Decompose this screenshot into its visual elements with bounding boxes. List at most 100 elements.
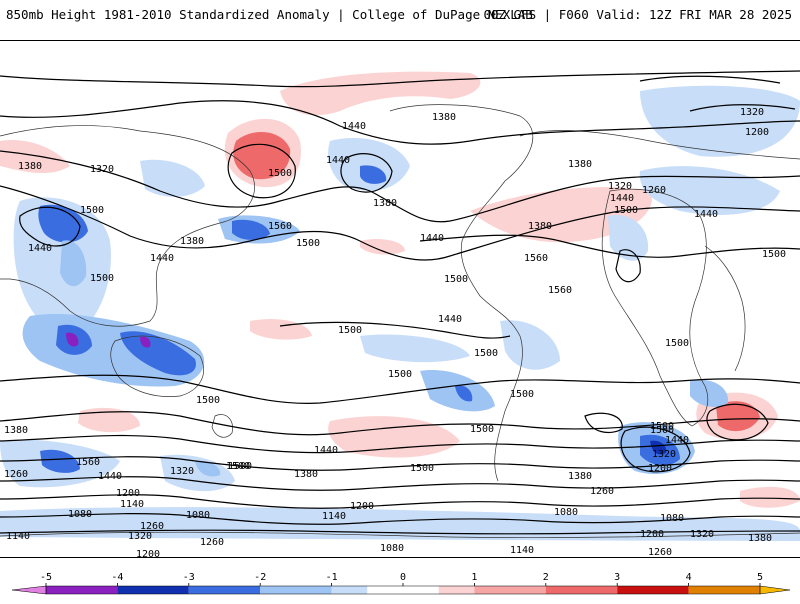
contour-label: 1080 xyxy=(554,507,578,518)
colorbar-segment xyxy=(117,586,189,594)
contour-label: 1560 xyxy=(548,285,572,296)
colorbar-segment xyxy=(46,586,118,594)
colorbar-tick-label: 4 xyxy=(686,572,692,583)
contour-1200-south xyxy=(0,494,800,509)
anomaly-negative-mediterranean xyxy=(608,215,649,261)
anomaly-negative-south-asia xyxy=(60,240,87,287)
colorbar-tick-label: -4 xyxy=(111,572,123,583)
contour-label: 1320 xyxy=(90,164,114,175)
coastline-new-zealand xyxy=(211,414,233,438)
contour-label: 1080 xyxy=(68,509,92,520)
contour-label: 1260 xyxy=(642,185,666,196)
contour-label: 1500 xyxy=(226,461,250,472)
contour-1080-south xyxy=(0,529,800,535)
contour-label: 1320 xyxy=(170,466,194,477)
contour-label: 1500 xyxy=(410,463,434,474)
contour-label: 1500 xyxy=(510,389,534,400)
contour-label: 1260 xyxy=(4,469,28,480)
contour-label: 1500 xyxy=(665,338,689,349)
contour-label: 1500 xyxy=(650,421,674,432)
contour-label: 1200 xyxy=(648,463,672,474)
anomaly-extreme-negative-indian-ocean xyxy=(66,332,79,347)
anomaly-strong-negative-australia xyxy=(120,331,196,376)
coastline-india-east xyxy=(704,245,746,372)
anomaly-map: 1380 1440 1320 1200 1380 1320 1500 1440 … xyxy=(0,41,800,557)
contour-label: 1380 xyxy=(18,161,42,172)
colorbar-segment xyxy=(545,586,618,594)
contour-label: 1140 xyxy=(510,545,534,556)
contour-1500-tropics xyxy=(279,321,511,339)
contour-label: 1260 xyxy=(140,521,164,532)
contour-1260-south xyxy=(0,476,800,491)
contour-1500-alaska-high xyxy=(227,143,296,199)
contour-label: 1320 xyxy=(690,529,714,540)
contour-label: 1140 xyxy=(6,531,30,542)
map-panel: 1380 1440 1320 1200 1380 1320 1500 1440 … xyxy=(0,40,800,558)
contour-label: 1380 xyxy=(373,198,397,209)
coastline-north-atlantic xyxy=(519,130,800,160)
contour-label: 1440 xyxy=(314,445,338,456)
model-valid-time: 00Z GFS | F060 Valid: 12Z FRI MAR 28 202… xyxy=(483,7,792,22)
colorbar-tick-label: -2 xyxy=(254,572,266,583)
contour-label: 1380 xyxy=(4,425,28,436)
coastline-antarctica xyxy=(0,531,800,538)
contour-label: 1380 xyxy=(568,159,592,170)
colorbar-ticks: -5 -4 -3 -2 -1 0 1 2 3 4 5 xyxy=(40,572,763,586)
contour-label: 1320 xyxy=(740,107,764,118)
contour-closed-mediterranean xyxy=(615,249,641,283)
contour-label: 1500 xyxy=(268,168,292,179)
contour-label: 1320 xyxy=(652,449,676,460)
contour-label: 1380 xyxy=(180,236,204,247)
colorbar-tick-label: -3 xyxy=(183,572,195,583)
anomaly-positive-south-pacific xyxy=(328,416,460,458)
contour-1320-1380-north xyxy=(0,100,800,145)
contour-label: 1380 xyxy=(294,469,318,480)
contour-label: 1140 xyxy=(322,511,346,522)
anomaly-positive-east-pacific xyxy=(360,239,405,255)
contour-label: 1500 xyxy=(474,348,498,359)
contour-label: 1500 xyxy=(296,238,320,249)
anomaly-negative-south-america xyxy=(500,320,560,370)
colorbar-max-arrow xyxy=(759,585,791,595)
colorbar-tick-label: 3 xyxy=(614,572,620,583)
colorbar-segment xyxy=(260,586,332,594)
anomaly-negative-arctic xyxy=(640,85,800,157)
colorbar-tick-label: -1 xyxy=(326,572,338,583)
contour-label: 1380 xyxy=(528,221,552,232)
contour-label: 1320 xyxy=(128,531,152,542)
contour-label: 1500 xyxy=(614,205,638,216)
coastlines xyxy=(0,104,800,538)
anomaly-strong-negative-south-america-west xyxy=(455,385,473,402)
colorbar-tick-label: 1 xyxy=(471,572,477,583)
contour-label: 1560 xyxy=(268,221,292,232)
anomaly-positive-europe xyxy=(0,140,70,174)
colorbar-segment xyxy=(688,586,760,594)
contour-label: 1200 xyxy=(350,501,374,512)
coastline-eurasia-east xyxy=(0,125,255,327)
colorbar-tick-label: 0 xyxy=(400,572,406,583)
contour-1500-south-indian-high xyxy=(706,403,769,441)
contour-label: 1440 xyxy=(665,435,689,446)
contour-label: 1200 xyxy=(136,549,160,557)
contour-label: 1320 xyxy=(608,181,632,192)
header: 850mb Height 1981-2010 Standardized Anom… xyxy=(0,0,800,30)
contour-1560-north xyxy=(419,234,800,258)
contour-label: 1500 xyxy=(80,205,104,216)
colorbar-segments xyxy=(11,585,791,595)
contour-1500-north xyxy=(0,185,800,261)
contour-label: 1260 xyxy=(200,537,224,548)
contour-label: 1500 xyxy=(228,461,252,472)
anomaly-strong-negative-central-asia xyxy=(38,204,88,243)
contour-1440-north xyxy=(0,150,800,223)
contour-1500-south xyxy=(0,374,800,404)
anomaly-strong-positive-south-indian xyxy=(716,401,760,432)
colorbar-tick-label: 5 xyxy=(757,572,763,583)
colorbar: -5 -4 -3 -2 -1 0 1 2 3 4 5 xyxy=(0,568,800,600)
contour-label: 1440 xyxy=(420,233,444,244)
colorbar-tick-label: 2 xyxy=(543,572,549,583)
contour-label: 1440 xyxy=(150,253,174,264)
anomaly-shading xyxy=(0,71,800,541)
anomaly-negative-north-asia xyxy=(639,166,780,215)
colorbar-tick-label: -5 xyxy=(40,572,52,583)
contour-label: 1440 xyxy=(438,314,462,325)
